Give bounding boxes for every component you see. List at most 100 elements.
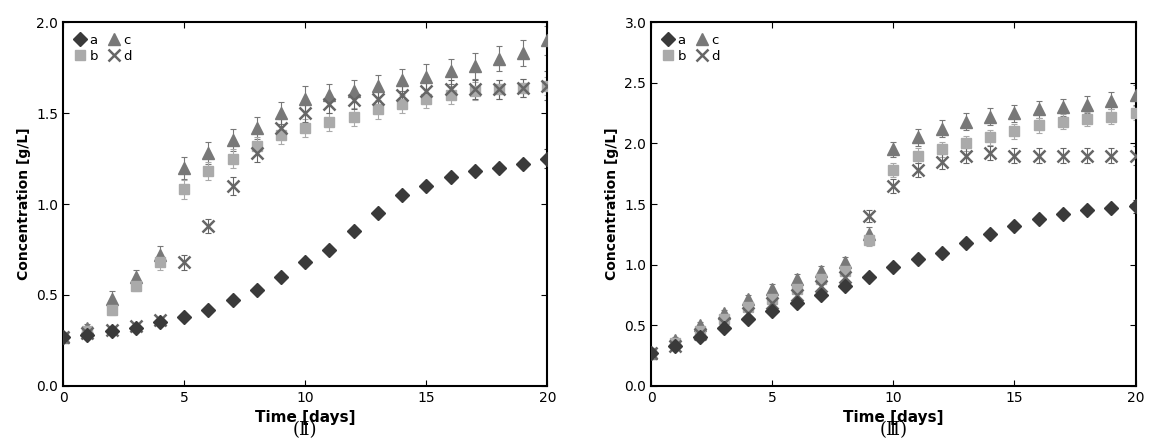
Text: (Ⅱ): (Ⅱ): [293, 421, 317, 439]
Line: c: c: [58, 35, 553, 343]
c: [517, 50, 531, 56]
b: [444, 92, 457, 98]
a: [250, 287, 264, 292]
a: [741, 316, 755, 322]
b: [1128, 110, 1142, 116]
d: [1128, 153, 1142, 158]
c: [129, 274, 143, 279]
d: [741, 311, 755, 316]
a: [1080, 207, 1094, 213]
c: [644, 351, 658, 356]
a: [1057, 211, 1070, 217]
b: [1032, 122, 1046, 128]
b: [201, 169, 215, 174]
d: [959, 153, 973, 158]
b: [814, 277, 828, 282]
c: [419, 74, 433, 80]
c: [347, 89, 361, 94]
c: [887, 147, 901, 152]
d: [372, 96, 385, 101]
d: [395, 92, 409, 98]
c: [80, 325, 94, 330]
a: [693, 335, 707, 340]
b: [959, 141, 973, 146]
b: [1104, 114, 1118, 119]
a: [517, 161, 531, 167]
d: [444, 87, 457, 92]
b: [250, 143, 264, 149]
d: [129, 323, 143, 328]
d: [983, 150, 997, 156]
c: [104, 296, 118, 301]
c: [814, 268, 828, 274]
b: [298, 125, 312, 130]
a: [863, 274, 877, 279]
b: [765, 296, 779, 301]
a: [838, 284, 852, 289]
b: [129, 283, 143, 289]
c: [838, 259, 852, 265]
c: [741, 296, 755, 301]
b: [693, 329, 707, 334]
Line: c: c: [646, 89, 1141, 359]
d: [517, 85, 531, 90]
a: [935, 250, 949, 255]
c: [178, 165, 192, 170]
a: [910, 256, 924, 261]
c: [298, 96, 312, 101]
a: [669, 343, 683, 349]
c: [541, 38, 555, 43]
d: [419, 89, 433, 94]
d: [250, 150, 264, 156]
d: [935, 159, 949, 164]
a: [129, 325, 143, 330]
a: [1008, 223, 1022, 229]
d: [863, 213, 877, 219]
c: [983, 114, 997, 119]
a: [1104, 205, 1118, 210]
c: [201, 150, 215, 156]
a: [716, 325, 730, 330]
a: [153, 320, 167, 325]
d: [716, 320, 730, 325]
d: [838, 274, 852, 279]
b: [644, 351, 658, 356]
d: [1057, 153, 1070, 158]
a: [298, 259, 312, 265]
Line: b: b: [647, 108, 1140, 358]
d: [1080, 153, 1094, 158]
a: [178, 314, 192, 320]
d: [1008, 153, 1022, 158]
a: [644, 351, 658, 356]
c: [935, 126, 949, 132]
c: [910, 135, 924, 140]
a: [444, 174, 457, 179]
a: [887, 264, 901, 270]
d: [298, 110, 312, 116]
a: [225, 298, 239, 303]
b: [935, 147, 949, 152]
a: [1032, 216, 1046, 221]
a: [541, 156, 555, 161]
b: [347, 114, 361, 119]
c: [1057, 104, 1070, 110]
b: [323, 119, 337, 125]
c: [492, 56, 506, 61]
a: [765, 308, 779, 313]
b: [104, 307, 118, 312]
c: [1032, 107, 1046, 112]
c: [669, 337, 683, 343]
a: [104, 329, 118, 334]
a: [419, 183, 433, 188]
d: [789, 292, 803, 297]
d: [225, 183, 239, 188]
d: [323, 101, 337, 107]
a: [372, 210, 385, 216]
Text: (Ⅲ): (Ⅲ): [879, 421, 908, 439]
b: [541, 83, 555, 88]
b: [468, 89, 482, 94]
d: [274, 125, 288, 130]
b: [395, 101, 409, 107]
a: [983, 232, 997, 237]
Line: d: d: [646, 148, 1141, 359]
